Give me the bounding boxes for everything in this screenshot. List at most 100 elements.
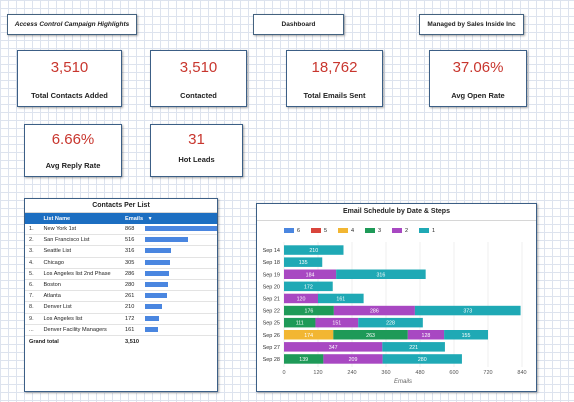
- table-row[interactable]: 8. Denver List 210: [25, 301, 217, 314]
- kpi-hot-leads: 31 Hot Leads: [150, 124, 243, 177]
- table-row[interactable]: ... Denver Facility Managers 161: [25, 324, 217, 336]
- legend-swatch: [311, 228, 321, 234]
- list-name: San Francisco List: [39, 234, 122, 247]
- kpi-value: 18,762: [311, 59, 358, 76]
- contacts-table: List Name Emails ▼ 1. New York 1st 868 2. Sa…: [25, 213, 217, 348]
- emails-header[interactable]: Emails ▼: [121, 213, 217, 224]
- kpi-contacted: 3,510 Contacted: [150, 50, 247, 107]
- email-bar-cell: [141, 279, 217, 292]
- email-bar-cell: [141, 245, 217, 258]
- kpi-value: 31: [188, 131, 205, 148]
- table-row[interactable]: 5. Los Angeles list 2nd Phase 286: [25, 268, 217, 280]
- kpi-label: Contacted: [180, 91, 217, 100]
- legend-label: 1: [432, 228, 436, 234]
- kpi-value: 3,510: [179, 59, 218, 76]
- email-count: 286: [121, 268, 141, 280]
- dashboard-title: Dashboard: [281, 21, 316, 28]
- legend-item-step-1[interactable]: 1: [419, 228, 435, 234]
- kpi-value: 3,510: [50, 59, 89, 76]
- schedule-panel-title: Email Schedule by Date & Steps: [257, 204, 536, 221]
- email-bar-cell: [141, 313, 217, 325]
- table-header-row: List Name Emails ▼: [25, 213, 217, 224]
- email-count: 305: [121, 257, 141, 269]
- list-name: Denver List: [39, 301, 122, 314]
- kpi-label: Avg Open Rate: [451, 91, 505, 100]
- row-number: 6.: [25, 279, 40, 292]
- kpi-label: Hot Leads: [178, 155, 215, 164]
- list-name: Atlanta: [39, 290, 122, 303]
- legend-item-step-6[interactable]: 6: [284, 228, 300, 234]
- legend-swatch: [392, 228, 402, 234]
- email-count: 868: [121, 224, 141, 236]
- kpi-label: Total Emails Sent: [303, 91, 366, 100]
- email-count: 161: [121, 324, 141, 336]
- legend-item-step-5[interactable]: 5: [311, 228, 327, 234]
- legend-item-step-3[interactable]: 3: [365, 228, 381, 234]
- email-bar: [145, 304, 163, 310]
- legend-label: 5: [324, 228, 328, 234]
- list-name: Los Angeles list 2nd Phase: [39, 268, 122, 280]
- contacts-panel-title: Contacts Per List: [25, 199, 217, 213]
- legend-swatch: [419, 228, 429, 234]
- legend-label: 3: [378, 228, 382, 234]
- table-row[interactable]: 7. Atlanta 261: [25, 290, 217, 303]
- email-bar-cell: [141, 290, 217, 303]
- email-count: 261: [121, 290, 141, 303]
- email-bar-cell: [141, 224, 217, 236]
- row-number: 9.: [25, 313, 40, 325]
- campaign-title-box: Access Control Campaign Highlights: [7, 14, 137, 35]
- legend-item-step-4[interactable]: 4: [338, 228, 354, 234]
- legend-swatch: [284, 228, 294, 234]
- contacts-per-list-panel: Contacts Per List List Name Emails ▼ 1. N…: [24, 198, 218, 392]
- list-name: Boston: [39, 279, 122, 292]
- email-bar: [145, 315, 160, 321]
- kpi-total-emails-sent: 18,762 Total Emails Sent: [286, 50, 383, 107]
- table-row[interactable]: 3. Seattle List 316: [25, 245, 217, 258]
- kpi-avg-open-rate: 37.06% Avg Open Rate: [429, 50, 527, 107]
- list-name: Seattle List: [39, 245, 122, 258]
- legend-swatch: [338, 228, 348, 234]
- email-bar: [145, 270, 169, 276]
- kpi-total-contacts: 3,510 Total Contacts Added: [17, 50, 122, 107]
- list-name-header[interactable]: List Name: [39, 213, 122, 224]
- row-number: 2.: [25, 234, 40, 247]
- sort-desc-icon[interactable]: ▼: [147, 215, 153, 222]
- row-number: 1.: [25, 224, 40, 236]
- email-bar-cell: [141, 234, 217, 247]
- managed-by-box: Managed by Sales Inside Inc: [419, 14, 524, 35]
- kpi-label: Avg Reply Rate: [45, 161, 101, 170]
- row-number: 3.: [25, 245, 40, 258]
- email-count: 172: [121, 313, 141, 325]
- email-bar-cell: [141, 301, 217, 314]
- list-name: Los Angeles list: [39, 313, 122, 325]
- legend-swatch: [365, 228, 375, 234]
- email-bar: [145, 293, 167, 299]
- email-count: 516: [121, 234, 141, 247]
- email-bar: [145, 237, 188, 243]
- kpi-value: 6.66%: [51, 131, 95, 148]
- emails-header-label: Emails: [125, 215, 144, 222]
- email-bar: [145, 248, 172, 254]
- table-row[interactable]: 6. Boston 280: [25, 279, 217, 292]
- list-name: Chicago: [39, 257, 122, 269]
- email-count: 316: [121, 245, 141, 258]
- kpi-avg-reply-rate: 6.66% Avg Reply Rate: [24, 124, 122, 177]
- campaign-title: Access Control Campaign Highlights: [14, 21, 130, 28]
- email-bar: [145, 226, 217, 232]
- kpi-label: Total Contacts Added: [31, 91, 108, 100]
- dashboard-title-box: Dashboard: [253, 14, 344, 35]
- row-number: 4.: [25, 257, 40, 269]
- table-row[interactable]: 9. Los Angeles list 172: [25, 313, 217, 325]
- kpi-value: 37.06%: [452, 59, 504, 76]
- grand-total-value: 3,510: [125, 338, 140, 345]
- table-row[interactable]: 2. San Francisco List 516: [25, 234, 217, 247]
- email-bar: [145, 282, 169, 288]
- legend-item-step-2[interactable]: 2: [392, 228, 408, 234]
- grand-total-label: Grand total: [29, 338, 59, 345]
- table-row[interactable]: 1. New York 1st 868: [25, 224, 217, 236]
- email-bar: [145, 326, 159, 332]
- legend-label: 4: [351, 228, 355, 234]
- num-header: [25, 213, 40, 224]
- table-row[interactable]: 4. Chicago 305: [25, 257, 217, 269]
- email-bar-cell: [141, 257, 217, 269]
